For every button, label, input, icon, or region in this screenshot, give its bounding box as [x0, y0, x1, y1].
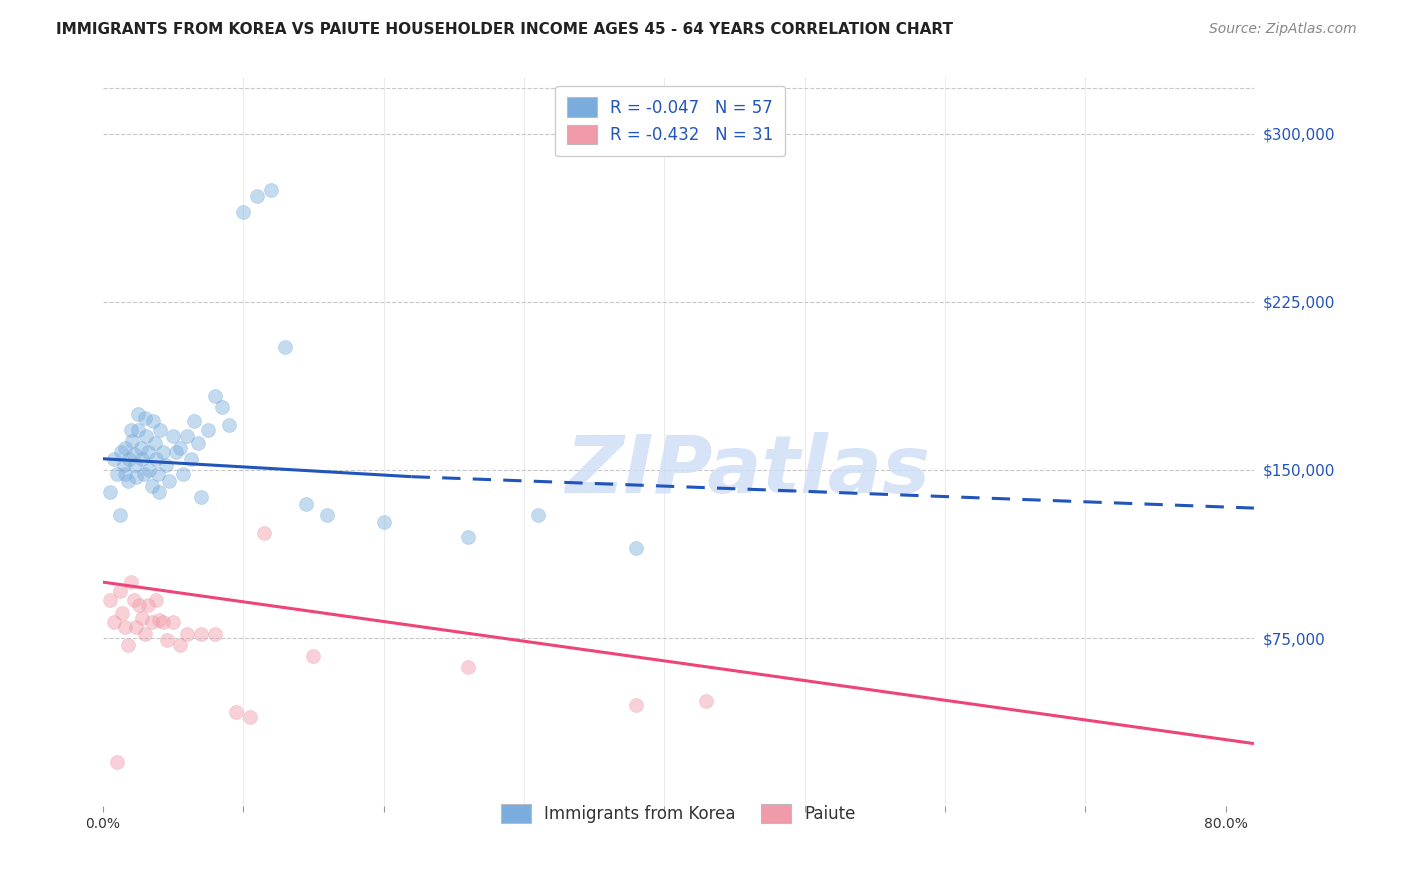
Point	[148, 613, 170, 627]
Point	[695, 694, 717, 708]
Point	[98, 593, 121, 607]
Point	[114, 441, 136, 455]
Point	[204, 626, 226, 640]
Point	[527, 508, 550, 522]
Point	[152, 615, 174, 630]
Point	[149, 423, 172, 437]
Point	[155, 458, 177, 473]
Point	[129, 441, 152, 455]
Point	[121, 434, 143, 448]
Point	[373, 515, 395, 529]
Point	[103, 451, 125, 466]
Point	[211, 400, 233, 414]
Point	[128, 598, 150, 612]
Legend: Immigrants from Korea, Paiute: Immigrants from Korea, Paiute	[489, 792, 868, 835]
Point	[626, 698, 648, 713]
Point	[183, 414, 205, 428]
Point	[117, 638, 139, 652]
Point	[125, 620, 148, 634]
Point	[457, 530, 479, 544]
Point	[122, 593, 145, 607]
Point	[105, 755, 128, 769]
Point	[135, 429, 157, 443]
Point	[125, 469, 148, 483]
Point	[190, 490, 212, 504]
Point	[148, 485, 170, 500]
Point	[157, 474, 180, 488]
Point	[108, 584, 131, 599]
Point	[141, 615, 163, 630]
Point	[105, 467, 128, 482]
Point	[145, 593, 167, 607]
Point	[134, 626, 156, 640]
Point	[260, 183, 283, 197]
Text: ZIPatlas: ZIPatlas	[565, 432, 929, 510]
Point	[169, 441, 191, 455]
Point	[131, 611, 153, 625]
Point	[138, 463, 160, 477]
Point	[146, 467, 169, 482]
Point	[165, 445, 187, 459]
Point	[117, 474, 139, 488]
Point	[316, 508, 339, 522]
Point	[120, 575, 142, 590]
Point	[295, 497, 318, 511]
Point	[111, 607, 134, 621]
Point	[162, 615, 184, 630]
Point	[114, 467, 136, 482]
Point	[131, 451, 153, 466]
Point	[114, 620, 136, 634]
Point	[190, 626, 212, 640]
Point	[132, 467, 155, 482]
Point	[187, 436, 209, 450]
Point	[218, 418, 240, 433]
Point	[162, 429, 184, 443]
Point	[134, 411, 156, 425]
Point	[124, 458, 146, 473]
Point	[626, 541, 648, 556]
Point	[246, 189, 269, 203]
Point	[122, 447, 145, 461]
Point	[152, 445, 174, 459]
Point	[112, 458, 135, 473]
Text: Source: ZipAtlas.com: Source: ZipAtlas.com	[1209, 22, 1357, 37]
Point	[457, 660, 479, 674]
Point	[136, 445, 159, 459]
Point	[127, 423, 149, 437]
Point	[141, 478, 163, 492]
Point	[180, 451, 202, 466]
Point	[145, 451, 167, 466]
Point	[118, 451, 141, 466]
Point	[253, 525, 276, 540]
Point	[197, 423, 219, 437]
Point	[232, 205, 254, 219]
Point	[110, 445, 132, 459]
Point	[136, 598, 159, 612]
Point	[204, 389, 226, 403]
Point	[156, 633, 179, 648]
Point	[225, 705, 247, 719]
Point	[103, 615, 125, 630]
Point	[274, 340, 297, 354]
Point	[169, 638, 191, 652]
Point	[176, 429, 198, 443]
Point	[142, 414, 165, 428]
Point	[120, 423, 142, 437]
Point	[176, 626, 198, 640]
Point	[172, 467, 194, 482]
Point	[239, 709, 262, 723]
Point	[127, 407, 149, 421]
Point	[98, 485, 121, 500]
Text: IMMIGRANTS FROM KOREA VS PAIUTE HOUSEHOLDER INCOME AGES 45 - 64 YEARS CORRELATIO: IMMIGRANTS FROM KOREA VS PAIUTE HOUSEHOL…	[56, 22, 953, 37]
Point	[302, 649, 325, 664]
Point	[143, 436, 166, 450]
Point	[108, 508, 131, 522]
